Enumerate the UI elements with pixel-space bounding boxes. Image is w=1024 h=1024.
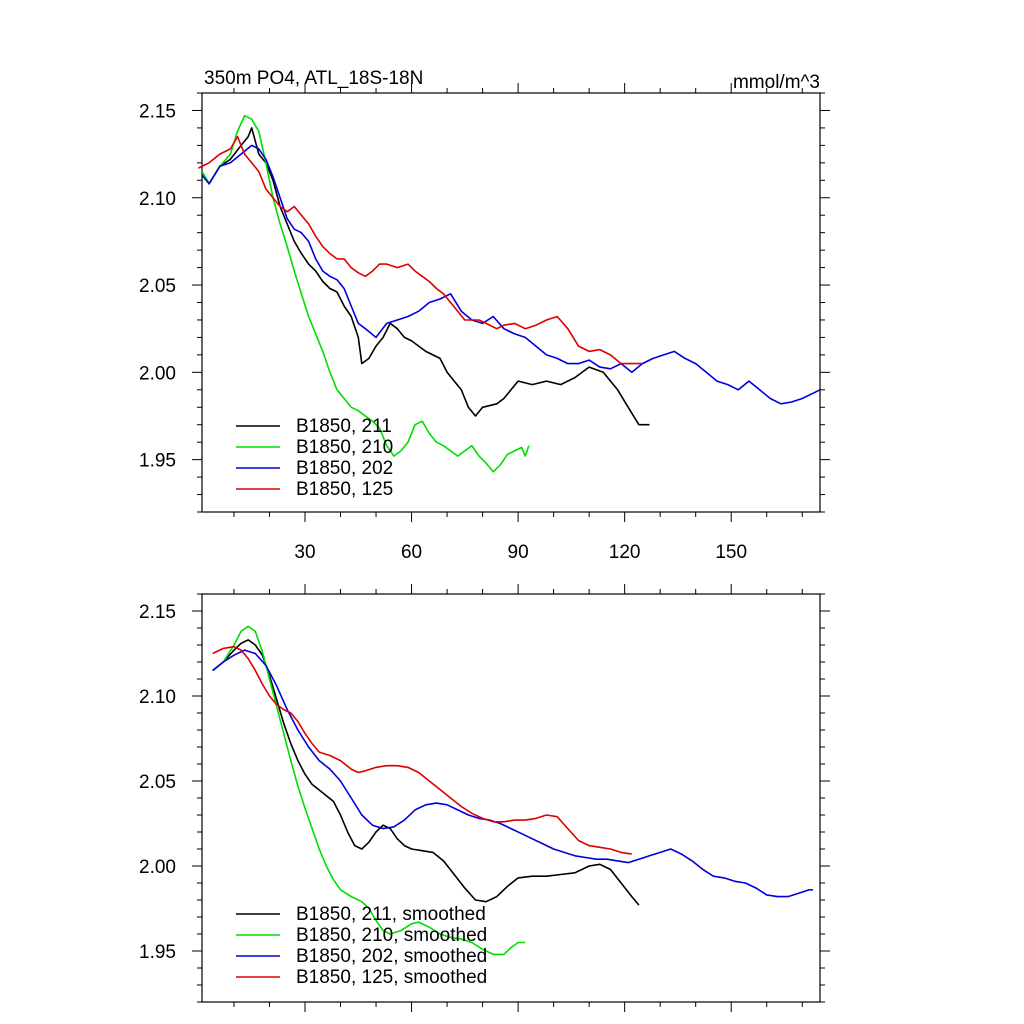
- bottom-panel: 1.95 2.00 2.05 2.10 2.15 B1850, 211, smoothe…: [139, 584, 830, 1012]
- y-tick-label: 2.00: [139, 363, 176, 384]
- x-tick-label: 150: [715, 542, 747, 563]
- series-group-top: [198, 114, 821, 473]
- series-line-2: [212, 649, 813, 898]
- x-tick-label: 30: [294, 542, 315, 563]
- series-group-bottom: [212, 625, 813, 956]
- legend-label-2: B1850, 202: [296, 458, 393, 479]
- y-tick-label: 1.95: [139, 942, 176, 963]
- series-line-2: [201, 144, 821, 405]
- axis-ticks-top: 1.95 2.00 2.05 2.10 2.15 30 60 90 120 150: [139, 83, 830, 563]
- y-tick-label: 1.95: [139, 451, 176, 472]
- legend-label-3: B1850, 125, smoothed: [296, 967, 487, 988]
- chart-title: 350m PO4, ATL_18S-18N: [204, 68, 423, 89]
- units-label: mmol/m^3: [733, 72, 820, 93]
- y-tick-label: 2.05: [139, 276, 176, 297]
- y-tick-label: 2.15: [139, 602, 176, 623]
- legend-label-1: B1850, 210: [296, 437, 393, 458]
- legend-label-0: B1850, 211: [296, 416, 392, 437]
- plot-frame-bottom: [201, 593, 821, 1003]
- series-line-3: [212, 645, 632, 855]
- series-line-0: [201, 127, 650, 426]
- axis-ticks-bottom: 1.95 2.00 2.05 2.10 2.15: [139, 584, 830, 1012]
- legend-label-3: B1850, 125: [296, 479, 393, 500]
- legend-label-0: B1850, 211, smoothed: [296, 904, 486, 925]
- legend-label-1: B1850, 210, smoothed: [296, 925, 487, 946]
- series-line-1: [212, 625, 526, 956]
- series-line-3: [198, 135, 643, 365]
- y-tick-label: 2.15: [139, 101, 176, 122]
- series-line-0: [212, 639, 640, 906]
- plot-frame-top: [201, 92, 821, 513]
- y-tick-label: 2.10: [139, 189, 176, 210]
- y-tick-label: 2.05: [139, 772, 176, 793]
- top-panel: 350m PO4, ATL_18S-18N mmol/m^3 1.95 2.00 2…: [139, 68, 830, 563]
- x-tick-label: 60: [401, 542, 422, 563]
- legend-label-2: B1850, 202, smoothed: [296, 946, 487, 967]
- x-tick-label: 90: [508, 542, 529, 563]
- y-tick-label: 2.10: [139, 687, 176, 708]
- x-tick-label: 120: [609, 542, 641, 563]
- y-tick-label: 2.00: [139, 857, 176, 878]
- series-line-1: [201, 114, 530, 473]
